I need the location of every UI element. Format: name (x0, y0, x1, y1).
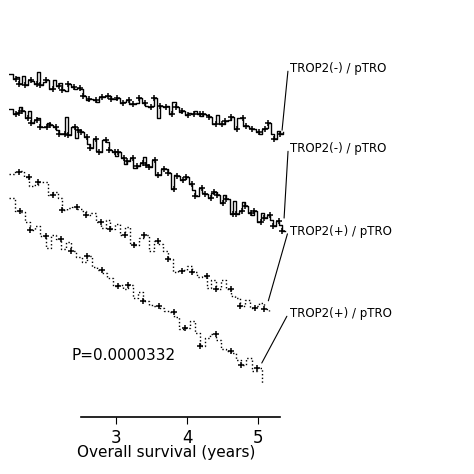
X-axis label: Overall survival (years): Overall survival (years) (77, 446, 255, 460)
Text: TROP2(+) / pTRO: TROP2(+) / pTRO (290, 225, 392, 237)
Text: TROP2(-) / pTRO: TROP2(-) / pTRO (290, 142, 386, 155)
Text: P=0.0000332: P=0.0000332 (71, 347, 175, 363)
Text: TROP2(+) / pTRO: TROP2(+) / pTRO (290, 307, 392, 320)
Text: TROP2(-) / pTRO: TROP2(-) / pTRO (290, 62, 386, 75)
